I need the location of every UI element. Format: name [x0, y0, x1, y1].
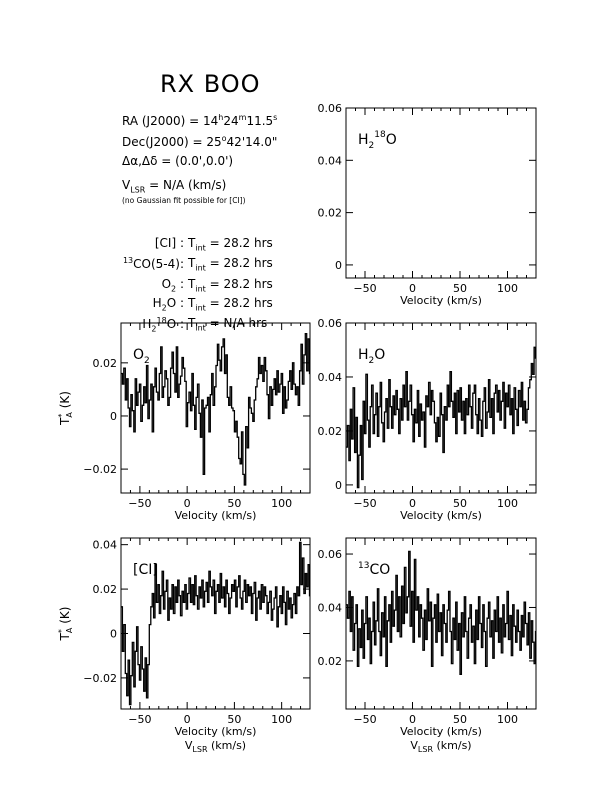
x-tick-label: 50 [453, 282, 467, 295]
spectrum-line-h2o [346, 346, 537, 489]
page-title: RX BOO [160, 70, 261, 98]
panel-label-13co: 13CO [358, 561, 390, 578]
x-tick-label: 0 [409, 497, 416, 510]
x-tick-label: 50 [227, 713, 241, 726]
vlsr-axis-label: VLSR (km/s) [410, 739, 471, 754]
y-tick-label: 0 [110, 627, 117, 640]
x-tick-label: 100 [497, 497, 518, 510]
x-tick-label: 100 [497, 713, 518, 726]
x-tick-label: −50 [128, 713, 151, 726]
x-tick-label: −50 [128, 497, 151, 510]
ra-line: RA (J2000) = 14h24m11.5s [122, 113, 277, 128]
spectrum-line-ci [121, 541, 311, 706]
integration-row: H218O : [142, 316, 184, 334]
ra-label: RA (J2000) = [122, 114, 200, 128]
spectrum-line-o2 [121, 332, 311, 486]
y-tick-label: 0 [110, 410, 117, 423]
x-tick-label: 50 [227, 497, 241, 510]
integration-row: 13CO(5-4): [122, 256, 184, 271]
panel-label-h2_18o: H218O [358, 130, 397, 151]
x-tick-label: 0 [409, 713, 416, 726]
y-tick-label: 0.04 [318, 154, 343, 167]
y-tick-label: 0.02 [318, 207, 343, 220]
x-tick-label: −50 [353, 282, 376, 295]
integration-value: Tint = 28.2 hrs [188, 256, 273, 273]
spectrum-line-13co [346, 550, 537, 675]
integration-value: Tint = 28.2 hrs [188, 277, 273, 294]
x-tick-label: 0 [184, 497, 191, 510]
y-axis-label: T*A (K) [57, 607, 74, 642]
x-tick-label: 0 [409, 282, 416, 295]
y-tick-label: 0.02 [318, 655, 343, 668]
x-tick-label: 0 [184, 713, 191, 726]
y-tick-label: 0.06 [318, 548, 343, 561]
x-tick-label: −50 [353, 497, 376, 510]
y-axis-label: T*A (K) [57, 391, 74, 426]
y-tick-label: 0.06 [318, 317, 343, 330]
y-tick-label: 0.02 [318, 425, 343, 438]
x-axis-label: Velocity (km/s) [400, 294, 482, 307]
y-tick-label: 0.02 [93, 583, 118, 596]
dec-label: Dec(J2000) = [122, 135, 203, 149]
y-tick-label: 0.02 [93, 357, 118, 370]
dec-value: 25o42'14.0" [206, 134, 278, 149]
x-tick-label: −50 [353, 713, 376, 726]
vlsr-line: VLSR = N/A (km/s) [122, 178, 227, 195]
x-axis-label: Velocity (km/s) [175, 725, 257, 738]
y-tick-label: −0.02 [83, 463, 117, 476]
dec-line: Dec(J2000) = 25o42'14.0" [122, 134, 277, 149]
x-axis-label: Velocity (km/s) [175, 509, 257, 522]
x-axis-label: Velocity (km/s) [400, 509, 482, 522]
y-tick-label: 0.04 [318, 601, 343, 614]
x-tick-label: 100 [271, 497, 292, 510]
x-tick-label: 50 [453, 497, 467, 510]
integration-row: [CI] : [154, 236, 184, 250]
integration-value: Tint = 28.2 hrs [188, 296, 273, 313]
fit-note: (no Gaussian fit possible for [CI]) [122, 196, 246, 205]
y-tick-label: 0.06 [318, 102, 343, 115]
integration-row: O2 : [161, 277, 184, 294]
panel-label-o2: O2 [133, 347, 150, 366]
y-tick-label: 0 [335, 259, 342, 272]
y-tick-label: −0.02 [83, 672, 117, 685]
x-tick-label: 100 [497, 282, 518, 295]
x-tick-label: 50 [453, 713, 467, 726]
x-tick-label: 100 [271, 713, 292, 726]
panel-label-h2o: H2O [358, 347, 385, 366]
ra-value: 14h24m11.5s [203, 113, 278, 128]
vlsr-axis-label: VLSR (km/s) [185, 739, 246, 754]
y-tick-label: 0.04 [318, 371, 343, 384]
y-tick-label: 0 [335, 479, 342, 492]
integration-value: Tint = 28.2 hrs [188, 236, 273, 253]
y-tick-label: 0.04 [93, 539, 118, 552]
panel-label-ci: [CI] [133, 562, 158, 578]
offset-line: Δα,Δδ = (0.0',0.0') [122, 154, 234, 168]
x-axis-label: Velocity (km/s) [400, 725, 482, 738]
integration-row: H2O : [152, 296, 184, 313]
